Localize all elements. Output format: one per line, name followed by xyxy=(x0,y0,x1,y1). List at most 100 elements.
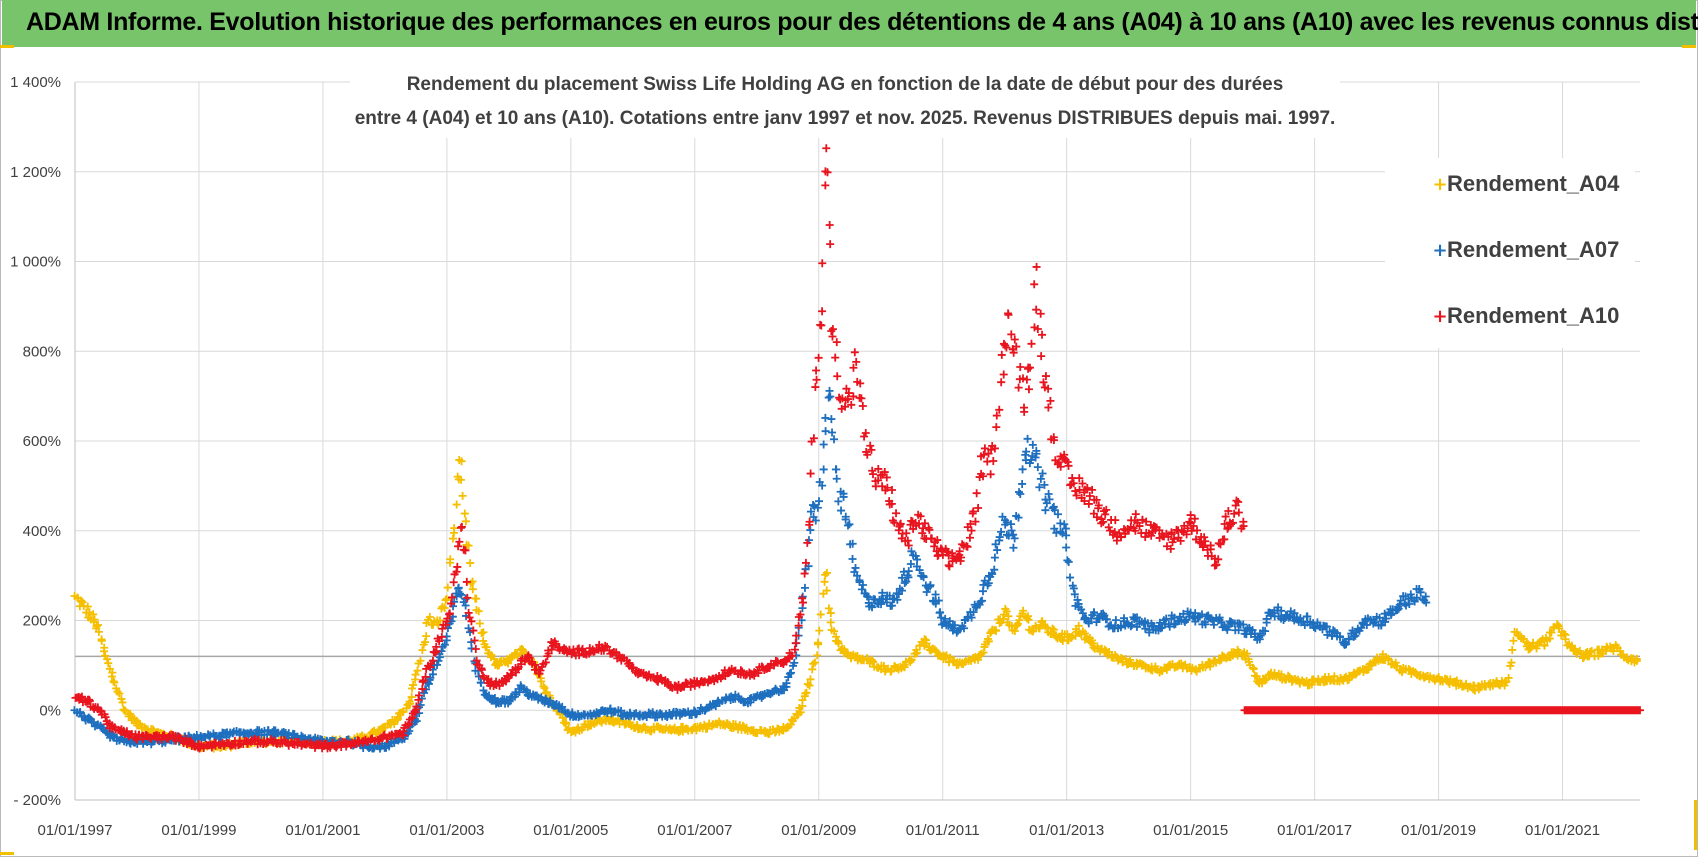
marker-rendement-a07 xyxy=(906,560,915,569)
marker-rendement-a04 xyxy=(920,635,929,644)
marker-rendement-a04 xyxy=(422,632,431,641)
marker-rendement-a07 xyxy=(1111,616,1120,625)
y-tick-label: 400% xyxy=(23,523,61,540)
marker-rendement-a07 xyxy=(877,600,886,609)
marker-rendement-a10 xyxy=(1014,383,1023,392)
marker-rendement-a07 xyxy=(1235,619,1244,628)
marker-rendement-a07 xyxy=(1002,518,1011,527)
marker-rendement-a07 xyxy=(1089,608,1098,617)
marker-rendement-a07 xyxy=(1062,543,1071,552)
marker-rendement-a04 xyxy=(1093,642,1102,651)
marker-rendement-a04 xyxy=(813,638,822,647)
marker-rendement-a10 xyxy=(1102,505,1111,514)
marker-rendement-a10 xyxy=(992,423,1001,432)
marker-rendement-a10 xyxy=(883,483,892,492)
marker-rendement-a10 xyxy=(1071,487,1080,496)
marker-rendement-a10 xyxy=(788,651,797,660)
marker-rendement-a10 xyxy=(831,353,840,362)
marker-rendement-a07 xyxy=(821,413,830,422)
marker-rendement-a10 xyxy=(447,593,456,602)
marker-rendement-a07 xyxy=(839,492,848,501)
marker-rendement-a07 xyxy=(1016,490,1025,499)
marker-rendement-a04 xyxy=(517,645,526,654)
marker-rendement-a04 xyxy=(974,655,983,664)
marker-rendement-a04 xyxy=(863,654,872,663)
marker-rendement-a10 xyxy=(1167,530,1176,539)
marker-rendement-a10 xyxy=(467,617,476,626)
marker-rendement-a07 xyxy=(1382,614,1391,623)
marker-rendement-a07 xyxy=(1405,600,1414,608)
marker-rendement-a04 xyxy=(1043,623,1052,632)
marker-rendement-a10 xyxy=(1080,496,1089,505)
marker-rendement-a07 xyxy=(1036,474,1045,483)
marker-rendement-a10 xyxy=(432,642,441,651)
marker-rendement-a10 xyxy=(262,739,271,748)
marker-rendement-a07 xyxy=(936,608,945,617)
marker-rendement-a04 xyxy=(93,621,102,630)
marker-rendement-a07 xyxy=(1032,449,1041,458)
marker-rendement-a10 xyxy=(1092,513,1101,522)
marker-rendement-a07 xyxy=(1165,622,1174,631)
marker-rendement-a07 xyxy=(941,614,950,623)
marker-rendement-a10 xyxy=(1206,541,1215,550)
marker-rendement-a04 xyxy=(1586,647,1595,656)
marker-rendement-a10 xyxy=(1099,517,1108,526)
marker-rendement-a10 xyxy=(1189,521,1198,530)
marker-rendement-a10 xyxy=(948,549,957,558)
marker-rendement-a10 xyxy=(1085,491,1094,500)
marker-rendement-a10 xyxy=(850,348,859,357)
legend-label-a10: Rendement_A10 xyxy=(1447,303,1619,328)
marker-rendement-a04 xyxy=(441,596,450,605)
x-tick-label: 01/01/2011 xyxy=(906,822,980,839)
marker-rendement-a10 xyxy=(880,468,889,477)
x-tick-label: 01/01/1997 xyxy=(37,822,112,839)
marker-rendement-a10 xyxy=(1037,352,1046,361)
marker-rendement-a07 xyxy=(990,565,999,574)
marker-rendement-a10 xyxy=(437,632,446,641)
marker-rendement-a07 xyxy=(848,539,857,548)
marker-rendement-a07 xyxy=(1045,495,1054,504)
marker-rendement-a10 xyxy=(1214,555,1223,564)
marker-rendement-a10 xyxy=(833,372,842,381)
marker-rendement-a10 xyxy=(990,444,999,453)
marker-rendement-a10 xyxy=(1039,378,1048,387)
x-tick-label: 01/01/2001 xyxy=(285,822,360,839)
marker-rendement-a07 xyxy=(1344,635,1353,644)
marker-rendement-a04 xyxy=(907,655,916,664)
marker-rendement-a10 xyxy=(997,350,1006,359)
marker-rendement-a04 xyxy=(107,672,116,681)
marker-rendement-a04 xyxy=(1547,628,1556,637)
marker-rendement-a07 xyxy=(456,589,465,598)
legend-marker-a07: + xyxy=(1432,240,1447,261)
marker-rendement-a07 xyxy=(1217,618,1226,627)
marker-rendement-a07 xyxy=(1078,609,1087,618)
marker-rendement-a04 xyxy=(1507,658,1516,667)
corner-accent xyxy=(0,852,14,855)
marker-rendement-a04 xyxy=(442,594,451,603)
marker-rendement-a04 xyxy=(984,637,993,646)
marker-rendement-a04 xyxy=(118,698,127,707)
marker-rendement-a10 xyxy=(933,536,942,545)
marker-rendement-a04 xyxy=(110,678,119,687)
x-tick-label: 01/01/2009 xyxy=(781,822,856,839)
marker-rendement-a04 xyxy=(135,719,144,728)
marker-rendement-a10 xyxy=(796,610,805,619)
marker-rendement-a07 xyxy=(897,586,906,595)
marker-rendement-a07 xyxy=(960,624,969,633)
marker-rendement-a07 xyxy=(843,521,852,530)
marker-rendement-a10 xyxy=(1046,396,1055,405)
marker-rendement-a07 xyxy=(934,596,943,605)
marker-rendement-a04 xyxy=(1384,655,1393,664)
marker-rendement-a10 xyxy=(1044,403,1053,412)
marker-rendement-a07 xyxy=(477,678,486,687)
x-tick-label: 01/01/2005 xyxy=(533,822,608,839)
marker-rendement-a07 xyxy=(945,617,954,626)
marker-rendement-a04 xyxy=(1015,616,1024,625)
marker-rendement-a10 xyxy=(1019,374,1028,383)
marker-rendement-a07 xyxy=(806,526,815,535)
marker-rendement-a10 xyxy=(445,609,454,618)
marker-rendement-a04 xyxy=(809,659,818,668)
marker-rendement-a07 xyxy=(978,596,987,605)
marker-rendement-a10 xyxy=(399,731,408,740)
marker-rendement-a10 xyxy=(1224,507,1233,516)
